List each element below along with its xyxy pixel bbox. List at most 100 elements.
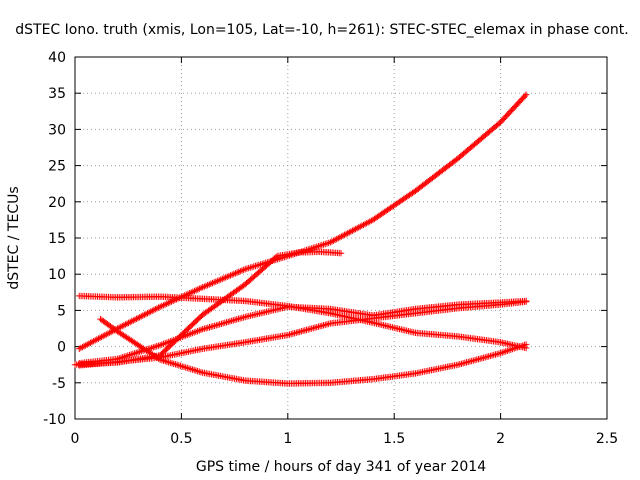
y-tick-label: 30 <box>48 122 66 138</box>
data-point <box>149 307 156 315</box>
series-1 <box>76 91 530 352</box>
data-point <box>167 359 174 366</box>
x-tick-label: 1.5 <box>383 431 405 447</box>
data-point <box>126 318 134 326</box>
data-point <box>147 308 154 315</box>
data-point <box>144 310 151 317</box>
data-point <box>177 362 184 370</box>
data-point <box>497 349 504 357</box>
data-point <box>150 344 157 351</box>
axis-ticks: 0 0.5 1 1.5 2 2.5 -10 -5 0 5 10 15 20 25 30 35 40 <box>43 50 618 447</box>
data-point <box>522 91 530 98</box>
series-6 <box>71 248 345 368</box>
data-point <box>272 254 280 261</box>
data-point <box>179 363 186 370</box>
data-point <box>187 365 194 373</box>
data-point <box>522 341 530 348</box>
data-point <box>168 360 176 367</box>
y-tick-label: 20 <box>48 195 66 211</box>
data-point <box>507 346 515 353</box>
data-point <box>136 314 143 321</box>
data-point <box>163 358 171 365</box>
y-tick-label: 0 <box>57 340 66 356</box>
data-point <box>125 319 132 327</box>
data-point <box>190 366 198 374</box>
data-point <box>175 362 183 369</box>
data-point <box>130 317 137 324</box>
data-point <box>145 309 153 316</box>
data-point <box>516 343 523 350</box>
data-point <box>504 347 511 354</box>
x-tick-label: 0 <box>71 431 80 447</box>
data-point <box>316 242 324 249</box>
data-point <box>170 360 177 368</box>
y-tick-label: 10 <box>48 267 66 283</box>
data-point <box>151 343 159 351</box>
data-point <box>131 316 139 323</box>
data-point <box>247 264 254 271</box>
y-tick-label: 5 <box>57 303 66 319</box>
data-point <box>128 318 135 325</box>
data-point <box>173 361 181 369</box>
data-point <box>150 306 158 314</box>
data-point <box>172 361 179 368</box>
y-tick-label: 35 <box>48 86 66 102</box>
data-point <box>139 312 146 319</box>
y-tick-label: 25 <box>48 159 66 175</box>
data-point <box>120 322 128 329</box>
y-tick-label: -5 <box>52 376 66 392</box>
data-point <box>500 348 508 356</box>
data-marks <box>71 91 530 387</box>
data-point <box>133 349 140 357</box>
data-point <box>119 322 126 330</box>
data-point <box>189 366 196 373</box>
x-tick-label: 0.5 <box>170 431 192 447</box>
y-tick-label: 40 <box>48 50 66 66</box>
data-point <box>131 350 138 357</box>
x-tick-label: 2 <box>496 431 505 447</box>
data-point <box>252 262 259 270</box>
y-axis-label: dSTEC / TECUs <box>6 186 22 289</box>
data-point <box>318 241 326 249</box>
data-point <box>509 345 516 353</box>
data-point <box>315 242 322 250</box>
data-point <box>155 304 162 311</box>
data-point <box>522 298 530 305</box>
data-point <box>153 343 160 350</box>
data-point <box>192 367 200 374</box>
data-point <box>253 262 261 269</box>
data-point <box>117 323 124 331</box>
data-point <box>152 305 159 313</box>
data-point <box>245 264 252 272</box>
data-point <box>138 313 145 320</box>
x-axis-label: GPS time / hours of day 341 of year 2014 <box>196 459 486 475</box>
data-point <box>165 359 172 366</box>
x-tick-label: 1 <box>283 431 292 447</box>
data-point <box>185 365 193 372</box>
x-tick-label: 2.5 <box>596 431 618 447</box>
data-point <box>141 311 148 319</box>
data-point <box>337 250 345 257</box>
data-point <box>505 347 513 354</box>
data-point <box>322 240 329 248</box>
data-point <box>123 320 131 327</box>
data-point <box>250 263 257 270</box>
data-point <box>521 92 529 100</box>
data-point <box>122 321 129 328</box>
data-point <box>248 263 256 271</box>
data-point <box>502 348 509 355</box>
y-tick-label: 15 <box>48 231 66 247</box>
data-point <box>196 368 203 375</box>
data-point <box>320 241 327 248</box>
y-tick-label: -10 <box>43 412 66 428</box>
data-point <box>134 349 142 356</box>
data-point <box>197 368 205 376</box>
data-point <box>134 314 142 322</box>
data-point <box>133 315 140 323</box>
data-point <box>182 364 189 371</box>
data-point <box>194 367 201 375</box>
chart-title: dSTEC Iono. truth (xmis, Lon=105, Lat=-1… <box>15 22 628 38</box>
data-point <box>499 349 506 356</box>
data-point <box>142 310 150 318</box>
